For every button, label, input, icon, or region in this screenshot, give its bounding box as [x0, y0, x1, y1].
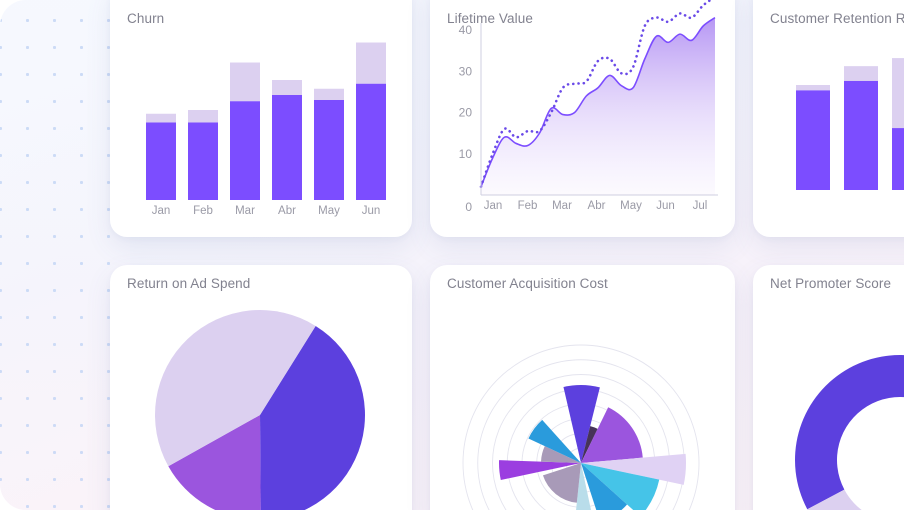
bar-segment-base: [146, 122, 176, 200]
bar-segment-increment: [892, 58, 904, 129]
bars-group: [796, 58, 904, 190]
bar-segment-increment: [356, 42, 386, 84]
bars-group: Jan Feb Mar Abr May Jun: [146, 42, 386, 217]
bar-segment-base: [892, 128, 904, 190]
bar-segment-base: [272, 95, 302, 200]
x-axis-tick-label: Jun: [362, 205, 381, 217]
chart-net-promoter-score: [795, 355, 904, 510]
x-axis-tick-label: Mar: [235, 205, 255, 217]
x-axis-tick-label: May: [620, 200, 642, 212]
chart-customer-acquisition-cost: [462, 344, 700, 510]
bar-segment-base: [796, 90, 830, 190]
x-axis-tick-label: May: [318, 205, 340, 217]
polar-wedge: [563, 385, 600, 463]
bar-segment-base: [844, 80, 878, 190]
card-return-on-ad-spend[interactable]: Return on Ad Spend: [110, 265, 412, 510]
card-customer-acquisition-cost[interactable]: Customer Acquisition Cost: [430, 265, 735, 510]
card-lifetime-value[interactable]: Lifetime Value 10 20 30 40 0 Jan Feb Mar Abr May J…: [430, 0, 735, 237]
polar-wedge: [576, 463, 591, 510]
polar-wedge: [499, 460, 581, 481]
y-axis-tick-label: 40: [459, 23, 473, 37]
projected-series-dotted-line: [479, 0, 713, 189]
card-customer-retention-rate[interactable]: Customer Retention Rate: [753, 0, 904, 237]
polar-grid-ring: [462, 344, 700, 510]
polar-wedges: [499, 385, 686, 510]
bar-segment-increment: [188, 110, 218, 123]
y-axis-tick-label: 20: [459, 106, 473, 120]
area-series-line: [480, 16, 716, 188]
card-title-roas: Return on Ad Spend: [127, 276, 251, 291]
x-axis-tick-label: Feb: [518, 200, 538, 212]
polar-wedge: [528, 419, 581, 463]
chart-churn: Jan Feb Mar Abr May Jun: [146, 42, 386, 217]
pie-slice: [260, 325, 365, 510]
pie-slice: [168, 415, 261, 510]
x-axis-tick-label: Feb: [193, 205, 213, 217]
card-churn[interactable]: Churn Jan Feb Mar Abr May Jun: [110, 0, 412, 237]
polar-wedge: [581, 453, 686, 485]
x-axis-tick-label: Mar: [552, 200, 572, 212]
bar-segment-increment: [796, 85, 830, 91]
polar-wedge: [581, 463, 628, 510]
area-fill: [481, 17, 715, 195]
x-axis-tick-label: Abr: [278, 205, 296, 217]
donut-segment: [807, 489, 862, 510]
bar-segment-base: [188, 122, 218, 200]
card-net-promoter-score[interactable]: Net Promoter Score: [753, 265, 904, 510]
bar-segment-base: [230, 101, 260, 200]
bar-segment-increment: [844, 66, 878, 81]
bar-segment-increment: [314, 88, 344, 100]
polar-wedge: [581, 407, 643, 463]
x-axis-tick-label: Abr: [588, 200, 606, 212]
card-title-nps: Net Promoter Score: [770, 276, 892, 291]
bar-segment-increment: [230, 62, 260, 102]
x-axis-tick-label: Jul: [693, 200, 708, 212]
x-axis-tick-label: Jan: [484, 200, 503, 212]
polar-wedge: [541, 446, 581, 463]
bar-segment-increment: [272, 80, 302, 95]
bar-segment-base: [314, 100, 344, 200]
y-axis-tick-label: 10: [459, 147, 473, 161]
bar-segment-increment: [146, 113, 176, 123]
y-axis-tick-label: 30: [459, 64, 473, 78]
pie-slice: [154, 309, 316, 467]
y-axis-tick-label: 0: [465, 200, 472, 214]
dot-pattern-decoration: [0, 0, 130, 510]
card-title-lifetime-value: Lifetime Value: [447, 11, 533, 26]
chart-customer-retention-rate: [796, 58, 904, 190]
chart-lifetime-value: 10 20 30 40 0 Jan Feb Mar Abr May Jun Jul: [459, 0, 718, 214]
x-axis-tick-label: Jun: [656, 200, 675, 212]
bar-segment-base: [356, 83, 386, 200]
polar-wedge: [542, 463, 581, 503]
card-title-retention: Customer Retention Rate: [770, 11, 904, 26]
card-title-cac: Customer Acquisition Cost: [447, 276, 608, 291]
donut-segment: [795, 355, 904, 510]
polar-wedge: [581, 463, 660, 510]
card-title-churn: Churn: [127, 11, 165, 26]
chart-return-on-ad-spend: [154, 309, 365, 510]
x-axis-tick-label: Jan: [152, 205, 171, 217]
polar-wedge: [581, 426, 598, 463]
